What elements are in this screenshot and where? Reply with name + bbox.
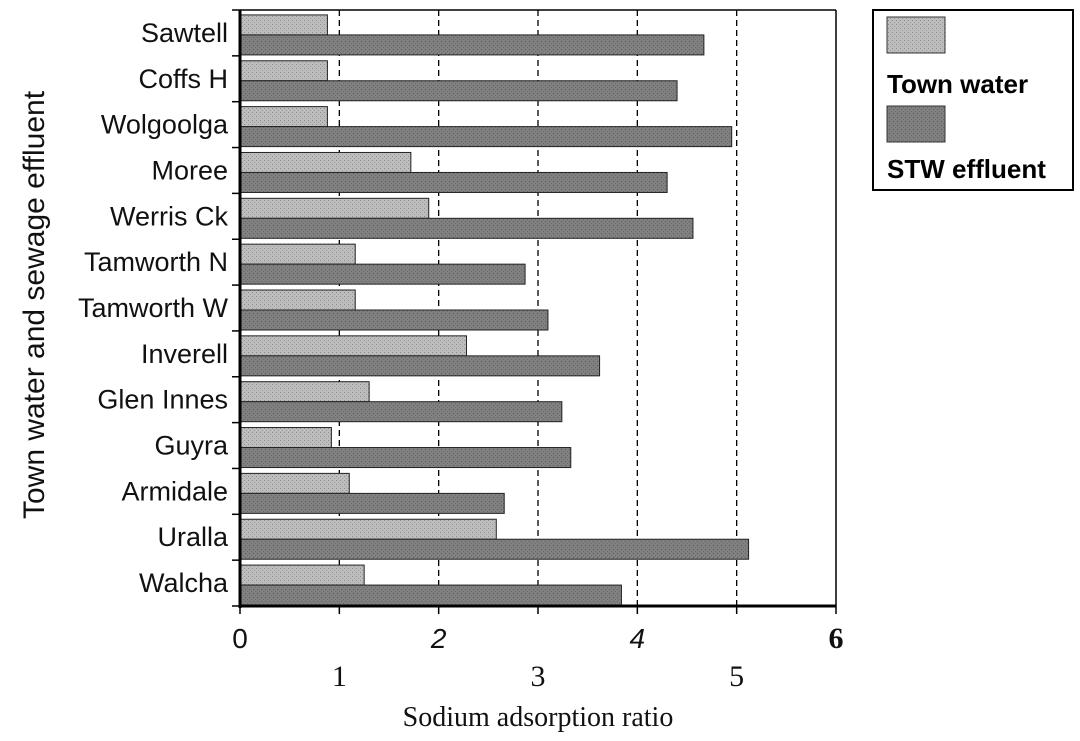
- category-label-tamworth-n: Tamworth N: [84, 247, 228, 277]
- category-label-coffs-h: Coffs H: [138, 64, 228, 94]
- legend-label-town-water: Town water: [887, 69, 1028, 99]
- y-axis-title: Town water and sewage effluent: [18, 90, 51, 519]
- category-label-uralla: Uralla: [157, 522, 229, 552]
- bar-town-water-tamworth-w: [239, 289, 356, 311]
- legend: Town water STW effluent: [872, 9, 1074, 191]
- bar-stw-effluent-moree: [239, 171, 668, 193]
- category-label-walcha: Walcha: [139, 568, 229, 598]
- bar-town-water-moree: [239, 151, 412, 173]
- category-label-sawtell: Sawtell: [141, 18, 228, 48]
- x-tick-label-1: 1: [332, 660, 347, 693]
- bar-town-water-inverell: [239, 335, 467, 357]
- category-label-werris-ck: Werris Ck: [110, 201, 228, 231]
- legend-label-stw-effluent: STW effluent: [887, 154, 1046, 184]
- x-ticks: [239, 606, 837, 614]
- bar-town-water-glen-innes: [239, 381, 370, 403]
- bar-stw-effluent-sawtell: [239, 34, 705, 56]
- bar-town-water-coffs-h: [239, 60, 328, 82]
- x-tick-label-3: 3: [531, 660, 546, 693]
- category-label-inverell: Inverell: [141, 339, 228, 369]
- bar-town-water-sawtell: [239, 14, 328, 36]
- bar-town-water-armidale: [239, 472, 350, 494]
- bar-town-water-uralla: [239, 518, 497, 540]
- bar-town-water-werris-ck: [239, 197, 430, 219]
- bar-stw-effluent-uralla: [239, 538, 750, 560]
- bar-town-water-wolgoolga: [239, 106, 328, 128]
- bar-stw-effluent-inverell: [239, 355, 601, 377]
- x-tick-labels: 0 2 4 6 1 3 5: [232, 622, 843, 693]
- bar-town-water-guyra: [239, 427, 332, 449]
- bar-stw-effluent-tamworth-w: [239, 309, 549, 331]
- bar-stw-effluent-armidale: [239, 492, 505, 514]
- x-tick-label-2: 2: [430, 623, 447, 654]
- y-ticks: [232, 9, 240, 607]
- bar-stw-effluent-wolgoolga: [239, 126, 733, 148]
- x-tick-label-0: 0: [232, 623, 248, 654]
- bar-stw-effluent-coffs-h: [239, 80, 678, 102]
- category-label-glen-innes: Glen Innes: [97, 385, 228, 415]
- category-labels: Sawtell Coffs H Wolgoolga Moree Werris Ck Tam…: [78, 18, 229, 598]
- bar-stw-effluent-tamworth-n: [239, 263, 526, 285]
- category-label-wolgoolga: Wolgoolga: [101, 110, 229, 140]
- legend-swatch-town-water: [886, 16, 946, 54]
- x-tick-label-4: 4: [630, 623, 646, 654]
- category-label-armidale: Armidale: [121, 476, 228, 506]
- bar-stw-effluent-glen-innes: [239, 401, 563, 423]
- x-tick-label-5: 5: [729, 660, 744, 693]
- category-label-moree: Moree: [151, 155, 228, 185]
- x-axis-title: Sodium adsorption ratio: [403, 702, 674, 733]
- bar-town-water-tamworth-n: [239, 243, 356, 265]
- legend-swatch-stw-effluent: [886, 105, 946, 143]
- x-tick-label-6: 6: [829, 622, 844, 655]
- bar-town-water-walcha: [239, 564, 365, 586]
- bar-stw-effluent-werris-ck: [239, 217, 694, 239]
- bar-stw-effluent-guyra: [239, 447, 572, 469]
- category-label-tamworth-w: Tamworth W: [78, 293, 229, 323]
- category-label-guyra: Guyra: [154, 431, 229, 461]
- bar-stw-effluent-walcha: [239, 584, 622, 606]
